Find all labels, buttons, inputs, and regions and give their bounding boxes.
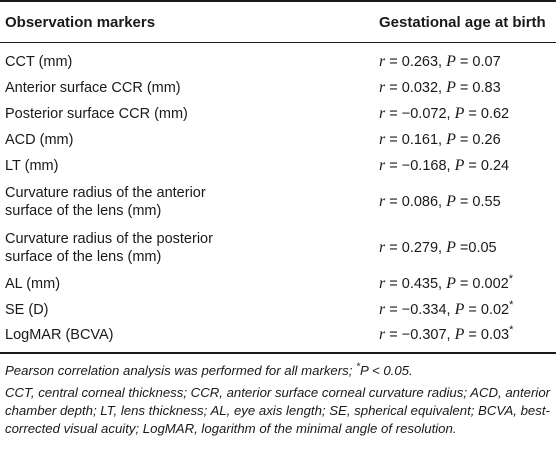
r-value: = −0.334, (385, 302, 455, 318)
marker-label-cell: SE (D) (5, 302, 49, 318)
r-value: = −0.072, (385, 106, 455, 122)
r-symbol: r (379, 326, 386, 343)
header-gestational-age: Gestational age at birth (365, 0, 556, 43)
correlation-stat-cell: r = −0.334, P = 0.02* (365, 297, 556, 323)
table-footnotes: Pearson correlation analysis was perform… (0, 354, 556, 438)
header-observation-markers: Observation markers (0, 0, 365, 43)
table-row: LogMAR (BCVA) r = −0.307, P = 0.03* (0, 323, 556, 354)
table-row: LT (mm) r = −0.168, P = 0.24 (0, 153, 556, 179)
marker-label-line1: Curvature radius of the anterior (5, 185, 206, 201)
p-value: = 0.83 (455, 80, 501, 96)
p-symbol: P (454, 157, 465, 174)
p-value: = 0.03 (464, 327, 510, 343)
marker-label-cell: CCT (mm) (5, 54, 73, 70)
r-value: = 0.032, (385, 80, 447, 96)
p-value: = 0.55 (455, 194, 501, 210)
pearson-note-text: Pearson correlation analysis was perform… (5, 363, 357, 378)
r-value: = 0.263, (385, 54, 447, 70)
marker-label-cell: Curvature radius of the anterior surface … (0, 179, 365, 225)
marker-label-cell: Anterior surface CCR (mm) (5, 80, 181, 96)
p-symbol: P (446, 79, 456, 96)
p-symbol: P (454, 326, 465, 343)
p-value: = 0.62 (464, 106, 510, 122)
r-value: = 0.086, (385, 194, 447, 210)
significance-threshold: P < 0.05. (359, 363, 413, 378)
marker-label-cell: LogMAR (BCVA) (0, 323, 365, 354)
r-value: = 0.435, (385, 276, 447, 292)
p-symbol: P (446, 275, 456, 292)
correlation-stat-cell: r = −0.072, P = 0.62 (365, 101, 556, 127)
marker-label-line1: Curvature radius of the posterior (5, 231, 213, 247)
pearson-note: Pearson correlation analysis was perform… (5, 362, 551, 380)
r-value: = −0.168, (385, 158, 455, 174)
p-symbol: P (446, 239, 456, 256)
p-value: = 0.002 (455, 276, 509, 292)
marker-label-line2: surface of the lens (mm) (5, 203, 162, 219)
table-row: Anterior surface CCR (mm) r = 0.032, P = … (0, 75, 556, 101)
significance-marker: * (509, 299, 514, 312)
r-symbol: r (379, 131, 386, 148)
correlation-stat-cell: r = −0.168, P = 0.24 (365, 153, 556, 179)
correlation-stat-cell: r = 0.279, P =0.05 (365, 225, 556, 271)
table-header-row: Observation markers Gestational age at b… (0, 0, 556, 43)
r-value: = −0.307, (385, 327, 455, 343)
marker-label-cell: AL (mm) (5, 276, 61, 292)
p-value: = 0.24 (464, 158, 510, 174)
marker-label-line2: surface of the lens (mm) (5, 249, 162, 265)
correlation-stat-cell: r = −0.307, P = 0.03* (365, 323, 556, 354)
r-symbol: r (379, 79, 386, 96)
p-value: =0.05 (455, 240, 497, 256)
table-body: CCT (mm) r = 0.263, P = 0.07 Anterior surf… (0, 43, 556, 354)
table-row: SE (D) r = −0.334, P = 0.02* (0, 297, 556, 323)
p-value: = 0.07 (455, 54, 501, 70)
r-symbol: r (379, 301, 386, 318)
table-row: AL (mm) r = 0.435, P = 0.002* (0, 271, 556, 297)
marker-label-cell: Posterior surface CCR (mm) (5, 106, 188, 122)
correlation-table: Observation markers Gestational age at b… (0, 0, 556, 354)
correlation-stat-cell: r = 0.263, P = 0.07 (365, 43, 556, 76)
p-symbol: P (446, 53, 456, 70)
r-value: = 0.161, (385, 132, 447, 148)
r-symbol: r (379, 157, 386, 174)
p-symbol: P (454, 301, 465, 318)
correlation-stat-cell: r = 0.161, P = 0.26 (365, 127, 556, 153)
abbreviations-note: CCT, central corneal thickness; CCR, ant… (5, 385, 551, 436)
significance-marker: * (508, 273, 513, 286)
p-value: = 0.26 (455, 132, 501, 148)
table-row: Posterior surface CCR (mm) r = −0.072, P … (0, 101, 556, 127)
table-row: Curvature radius of the anterior surface … (0, 179, 556, 225)
correlation-stat-cell: r = 0.435, P = 0.002* (365, 271, 556, 297)
significance-marker: * (356, 361, 360, 373)
table-row: Curvature radius of the posterior surface… (0, 225, 556, 271)
significance-marker: * (509, 324, 514, 337)
r-symbol: r (379, 275, 386, 292)
r-symbol: r (379, 239, 386, 256)
marker-label-cell: ACD (mm) (5, 132, 74, 148)
correlation-stat-cell: r = 0.032, P = 0.83 (365, 75, 556, 101)
p-value: = 0.02 (464, 302, 510, 318)
marker-label-cell: LT (mm) (5, 158, 59, 174)
table-row: CCT (mm) r = 0.263, P = 0.07 (0, 43, 556, 76)
r-value: = 0.279, (385, 240, 447, 256)
table-row: ACD (mm) r = 0.161, P = 0.26 (0, 127, 556, 153)
p-symbol: P (454, 105, 465, 122)
r-symbol: r (379, 193, 386, 210)
p-symbol: P (446, 131, 456, 148)
p-symbol: P (446, 193, 456, 210)
marker-label-cell: Curvature radius of the posterior surface… (0, 225, 365, 271)
r-symbol: r (379, 105, 386, 122)
correlation-stat-cell: r = 0.086, P = 0.55 (365, 179, 556, 225)
r-symbol: r (379, 53, 386, 70)
